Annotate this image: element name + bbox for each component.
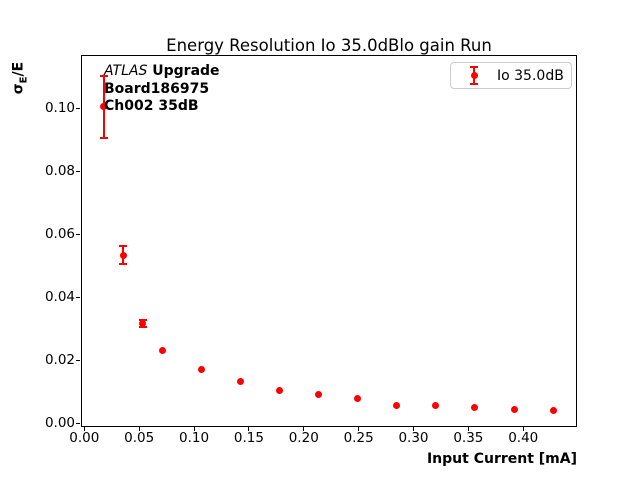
x-tick-label: 0.40	[508, 430, 539, 446]
annotation-upgrade: Upgrade	[147, 63, 220, 79]
error-bar-cap-bottom	[138, 326, 147, 329]
y-axis-label-sigma: σ	[10, 83, 27, 95]
y-tick-mark	[76, 170, 80, 172]
error-bar-cap-bottom	[119, 263, 128, 266]
errorbar-cap-bottom	[470, 83, 478, 85]
y-tick-label: 0.06	[44, 225, 75, 242]
annotation-line-3: Ch002 35dB	[104, 98, 199, 114]
error-bar-cap-top	[138, 318, 147, 321]
plot-area	[81, 55, 577, 427]
data-point	[471, 404, 479, 412]
data-point	[119, 251, 127, 259]
errorbar-marker-icon	[466, 66, 482, 85]
x-tick-mark	[248, 427, 250, 431]
y-axis-label: σE/E	[11, 62, 30, 94]
x-tick-label: 0.05	[124, 430, 155, 446]
x-tick-label: 0.15	[233, 430, 264, 446]
y-axis-label-subscript: E	[18, 76, 30, 84]
x-tick-mark	[303, 427, 305, 431]
x-tick-label: 0.25	[343, 430, 374, 446]
y-tick-label: 0.10	[44, 99, 75, 116]
x-tick-mark	[522, 427, 524, 431]
data-point	[510, 405, 518, 413]
x-tick-label: 0.10	[178, 430, 210, 446]
y-axis-label-rest: /E	[10, 61, 27, 77]
x-tick-mark	[358, 427, 360, 431]
annotation-block: ATLAS Upgrade Board186975 Ch002 35dB	[104, 63, 220, 116]
data-point	[315, 390, 323, 398]
x-tick-mark	[412, 427, 414, 431]
y-tick-label: 0.08	[44, 162, 75, 179]
error-bar-cap-bottom	[99, 136, 108, 139]
legend-box: Io 35.0dB	[450, 62, 572, 89]
y-tick-mark	[76, 233, 80, 235]
x-tick-label: 0.20	[288, 430, 319, 446]
annotation-line-2: Board186975	[104, 80, 210, 97]
data-point	[393, 402, 401, 410]
x-tick-mark	[83, 427, 85, 431]
data-point	[197, 365, 205, 373]
data-point	[237, 378, 245, 386]
y-tick-mark	[76, 422, 80, 424]
data-point	[549, 407, 557, 415]
y-tick-mark	[76, 359, 80, 361]
y-tick-mark	[76, 107, 80, 109]
y-tick-label: 0.04	[44, 288, 75, 305]
errorbar-dot	[470, 72, 478, 79]
data-point	[354, 395, 362, 403]
x-axis-label: Input Current [mA]	[426, 451, 577, 467]
legend-entry-label: Io 35.0dB	[497, 67, 564, 84]
error-bar-cap-top	[99, 74, 108, 77]
x-tick-mark	[138, 427, 140, 431]
data-point	[432, 401, 440, 409]
y-tick-mark	[76, 296, 80, 298]
annotation-atlas: ATLAS	[104, 63, 148, 79]
y-tick-label: 0.02	[44, 351, 75, 368]
data-point	[139, 320, 147, 328]
x-tick-mark	[467, 427, 469, 431]
x-tick-mark	[193, 427, 195, 431]
x-tick-label: 0.30	[398, 430, 429, 446]
data-point	[158, 347, 166, 355]
data-point	[100, 103, 108, 111]
error-bar-cap-top	[119, 245, 128, 248]
x-tick-label: 0.00	[69, 430, 100, 446]
data-point	[276, 387, 284, 395]
annotation-line-1: ATLAS Upgrade	[104, 63, 220, 81]
x-tick-label: 0.35	[453, 430, 484, 446]
y-tick-label: 0.00	[44, 414, 75, 431]
chart-title: Energy Resolution Io 35.0dBlo gain Run	[166, 36, 492, 55]
